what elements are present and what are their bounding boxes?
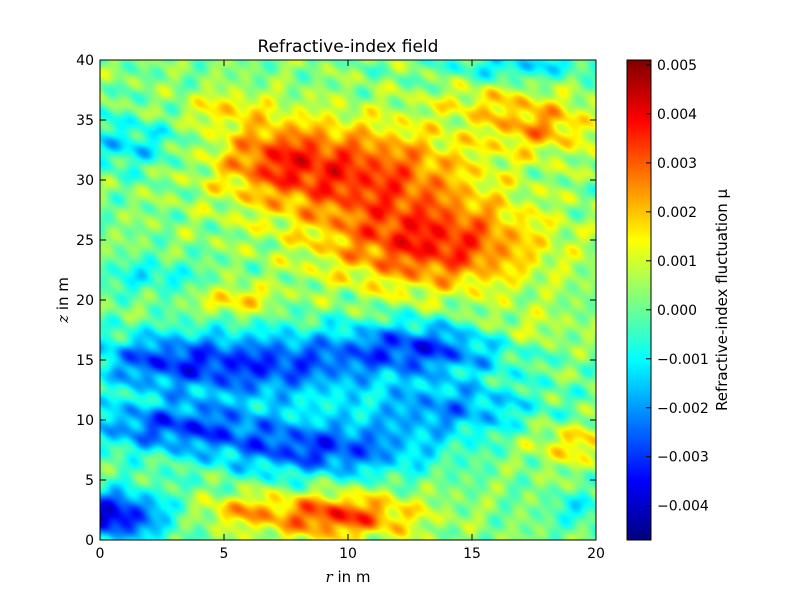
- colorbar-tick-label: 0.002: [657, 205, 697, 221]
- colorbar-ticks: −0.004 −0.003 −0.002 −0.001 0.000 0.001 0.002 0…: [646, 58, 709, 515]
- colorbar-tick-label: 0.003: [657, 156, 697, 172]
- colorbar-tick-label: −0.001: [657, 352, 709, 368]
- colorbar-tick-label: 0.001: [657, 254, 697, 270]
- x-axis-label: r in m: [326, 568, 371, 586]
- colorbar-tick-label: −0.002: [657, 401, 709, 417]
- x-tick-label: 5: [220, 546, 229, 562]
- x-tick-label: 0: [96, 546, 105, 562]
- x-axis-ticks: 0 5 10 15 20: [96, 60, 605, 562]
- x-tick-label: 10: [339, 546, 357, 562]
- colorbar-tick-label: −0.003: [657, 450, 709, 466]
- colorbar-tick-label: 0.004: [657, 107, 697, 123]
- x-tick-label: 20: [587, 546, 605, 562]
- y-tick-label: 5: [85, 473, 94, 489]
- y-tick-label: 15: [76, 353, 94, 369]
- y-tick-label: 30: [76, 173, 94, 189]
- colorbar-tick-label: −0.004: [657, 499, 709, 515]
- heatmap-plot-area: [100, 60, 596, 540]
- colorbar: [627, 60, 651, 540]
- chart-title: Refractive-index field: [258, 37, 439, 57]
- colorbar-label: Refractive-index fluctuation μ: [713, 189, 731, 412]
- colorbar-gradient: [627, 60, 651, 540]
- y-tick-label: 35: [76, 113, 94, 129]
- colorbar-tick-label: 0.005: [657, 58, 697, 74]
- heatmap-canvas: [100, 60, 596, 540]
- y-tick-label: 0: [85, 533, 94, 549]
- colorbar-tick-label: 0.000: [657, 303, 697, 319]
- y-tick-label: 40: [76, 53, 94, 69]
- colorbar-frame: [626, 59, 652, 541]
- x-tick-label: 15: [463, 546, 481, 562]
- y-axis-ticks: 0 5 10 15 20 25 30 35 40: [76, 53, 596, 549]
- y-tick-label: 20: [76, 293, 94, 309]
- y-tick-label: 10: [76, 413, 94, 429]
- y-tick-label: 25: [76, 233, 94, 249]
- y-axis-label: z in m: [54, 277, 72, 324]
